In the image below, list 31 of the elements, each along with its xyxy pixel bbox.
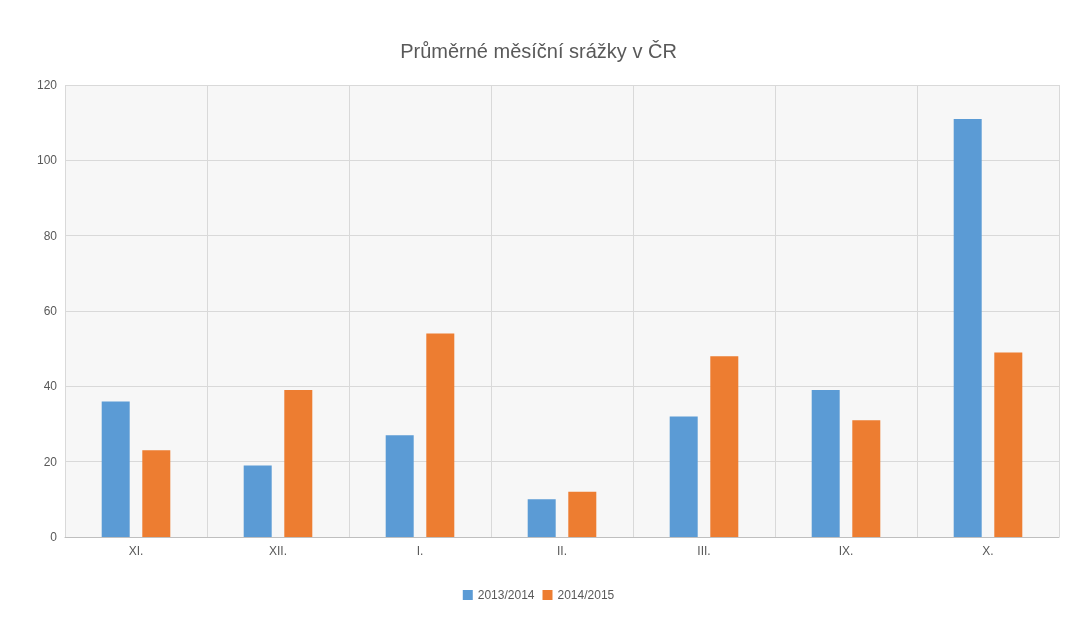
bar bbox=[284, 390, 313, 537]
bar bbox=[568, 491, 597, 537]
y-tick-label: 40 bbox=[43, 379, 58, 394]
y-tick-label: 80 bbox=[43, 228, 58, 243]
bar bbox=[669, 416, 698, 537]
x-tick-label: X. bbox=[982, 544, 994, 558]
legend-label: 2013/2014 bbox=[477, 588, 535, 602]
x-tick-label: III. bbox=[697, 544, 711, 558]
legend-label: 2014/2015 bbox=[557, 588, 615, 602]
bar bbox=[426, 333, 455, 537]
bar bbox=[385, 435, 414, 537]
x-tick-label: II. bbox=[556, 544, 568, 558]
chart-title: Průměrné měsíční srážky v ČR bbox=[400, 40, 677, 62]
bar bbox=[710, 356, 739, 537]
y-tick-label: 0 bbox=[50, 530, 58, 544]
bar bbox=[852, 420, 881, 537]
x-tick-label: IX. bbox=[838, 544, 854, 558]
bar bbox=[994, 352, 1023, 537]
bar bbox=[953, 118, 982, 537]
bar bbox=[243, 465, 272, 537]
bar bbox=[142, 450, 171, 537]
y-tick-label: 20 bbox=[43, 454, 58, 469]
y-tick-label: 60 bbox=[43, 304, 58, 318]
x-tick-label: XII. bbox=[268, 544, 288, 558]
x-tick-label: I. bbox=[416, 544, 424, 558]
y-tick-label: 100 bbox=[36, 153, 58, 168]
x-tick-label: XI. bbox=[128, 544, 144, 558]
y-tick-label: 120 bbox=[36, 78, 58, 92]
bar bbox=[527, 499, 556, 537]
bar bbox=[811, 390, 840, 537]
bar bbox=[101, 401, 130, 537]
